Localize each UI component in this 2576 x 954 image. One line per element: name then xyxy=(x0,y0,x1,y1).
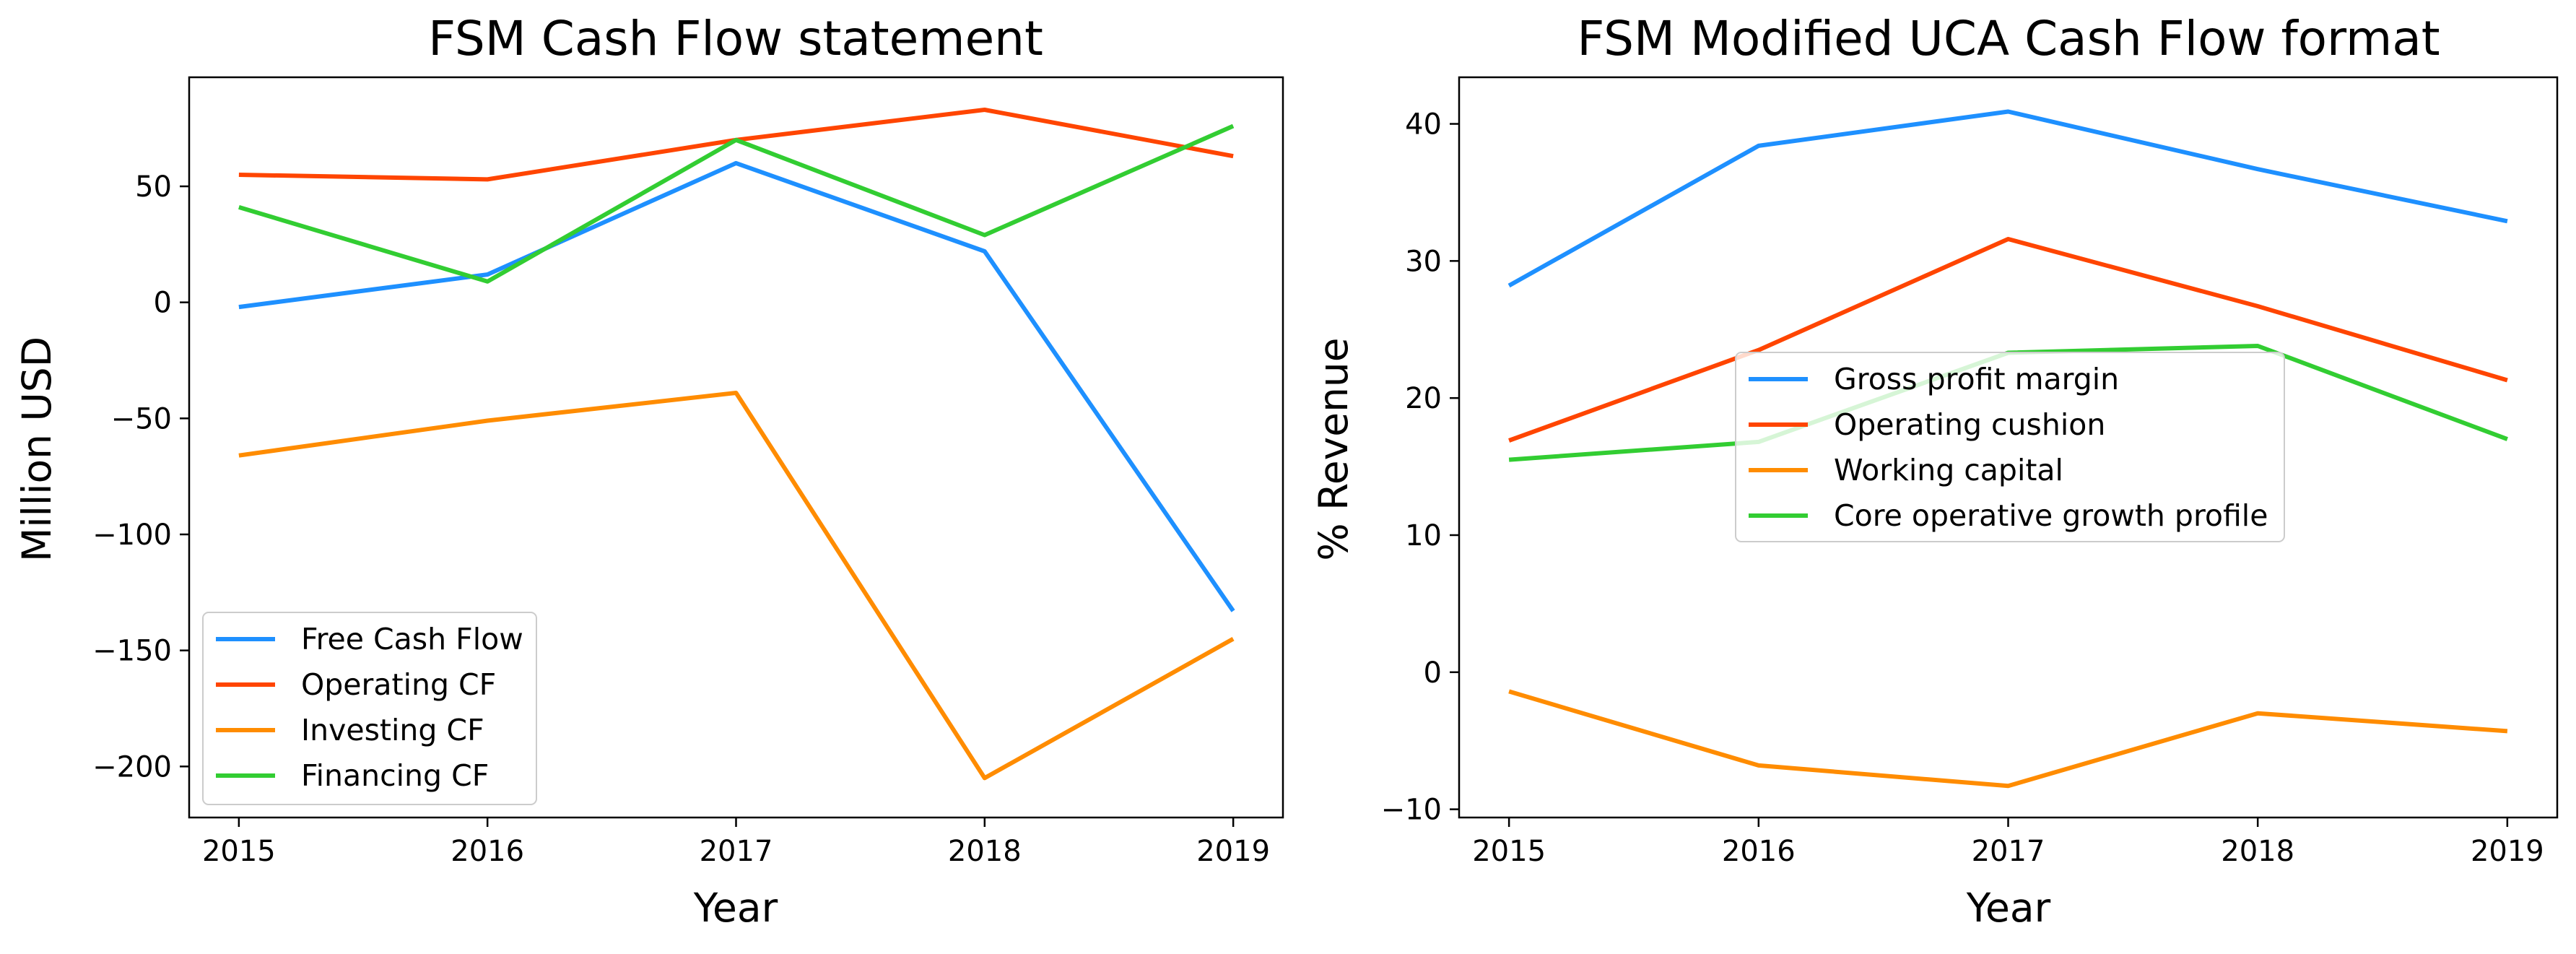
legend-label: Operating CF xyxy=(301,667,496,702)
legend-label: Operating cushion xyxy=(1834,407,2105,442)
series-line-0 xyxy=(1507,109,2508,288)
series-line-0 xyxy=(238,160,1235,612)
legend-box xyxy=(202,612,537,805)
y-tick-label: −200 xyxy=(92,750,172,784)
y-axis: −200 −150 −100 −50 0 50 xyxy=(92,170,189,784)
chart-title: FSM Modified UCA Cash Flow format xyxy=(1577,11,2440,66)
y-tick-label: −10 xyxy=(1381,794,1442,827)
y-axis-label: Million USD xyxy=(14,337,60,562)
x-axis-label: Year xyxy=(1966,885,2051,931)
y-tick-label: 0 xyxy=(1424,656,1442,690)
x-tick-label: 2016 xyxy=(451,835,524,868)
legend-label: Working capital xyxy=(1834,453,2063,487)
legend-label: Financing CF xyxy=(301,758,489,793)
legend-label: Gross profit margin xyxy=(1834,362,2119,396)
legend-label: Investing CF xyxy=(301,713,484,747)
x-tick-label: 2018 xyxy=(948,835,1022,868)
x-tick-label: 2019 xyxy=(2471,835,2544,868)
series-line-2 xyxy=(238,391,1235,781)
x-tick-label: 2018 xyxy=(2221,835,2294,868)
x-axis-label: Year xyxy=(693,885,778,931)
x-tick-label: 2017 xyxy=(1972,835,2045,868)
legend: Free Cash Flow Operating CF Investing CF Fi… xyxy=(202,612,537,805)
legend-label: Free Cash Flow xyxy=(301,622,523,656)
x-tick-label: 2015 xyxy=(1472,835,1546,868)
legend-box xyxy=(1735,352,2285,542)
y-axis-label: % Revenue xyxy=(1310,337,1357,560)
legend: Gross profit margin Operating cushion Work… xyxy=(1735,352,2285,542)
series-line-3 xyxy=(238,123,1235,284)
x-axis: 2015 2016 2017 2018 2019 xyxy=(1472,818,2544,868)
plot-area xyxy=(238,108,1235,781)
x-tick-label: 2019 xyxy=(1196,835,1270,868)
y-tick-label: 50 xyxy=(135,170,172,204)
y-tick-label: −100 xyxy=(92,519,172,552)
y-axis: −10 0 10 20 30 40 xyxy=(1381,108,1459,827)
chart-title: FSM Cash Flow statement xyxy=(428,11,1043,66)
y-tick-label: 10 xyxy=(1405,519,1442,552)
x-axis: 2015 2016 2017 2018 2019 xyxy=(202,818,1270,868)
cash-flow-chart: FSM Cash Flow statement Year Million USD… xyxy=(14,11,1284,931)
y-tick-label: 0 xyxy=(154,287,172,320)
series-line-1 xyxy=(1508,237,2508,443)
x-tick-label: 2015 xyxy=(202,835,276,868)
y-tick-label: 20 xyxy=(1405,382,1442,415)
y-tick-label: −50 xyxy=(111,402,172,435)
x-tick-label: 2016 xyxy=(1722,835,1796,868)
y-tick-label: −150 xyxy=(92,635,172,668)
uca-format-chart: FSM Modified UCA Cash Flow format Year %… xyxy=(1310,11,2559,931)
series-line-2 xyxy=(1508,689,2508,789)
y-tick-label: 30 xyxy=(1405,245,1442,278)
legend-label: Core operative growth profile xyxy=(1834,498,2268,533)
x-tick-label: 2017 xyxy=(700,835,773,868)
y-tick-label: 40 xyxy=(1405,108,1442,142)
